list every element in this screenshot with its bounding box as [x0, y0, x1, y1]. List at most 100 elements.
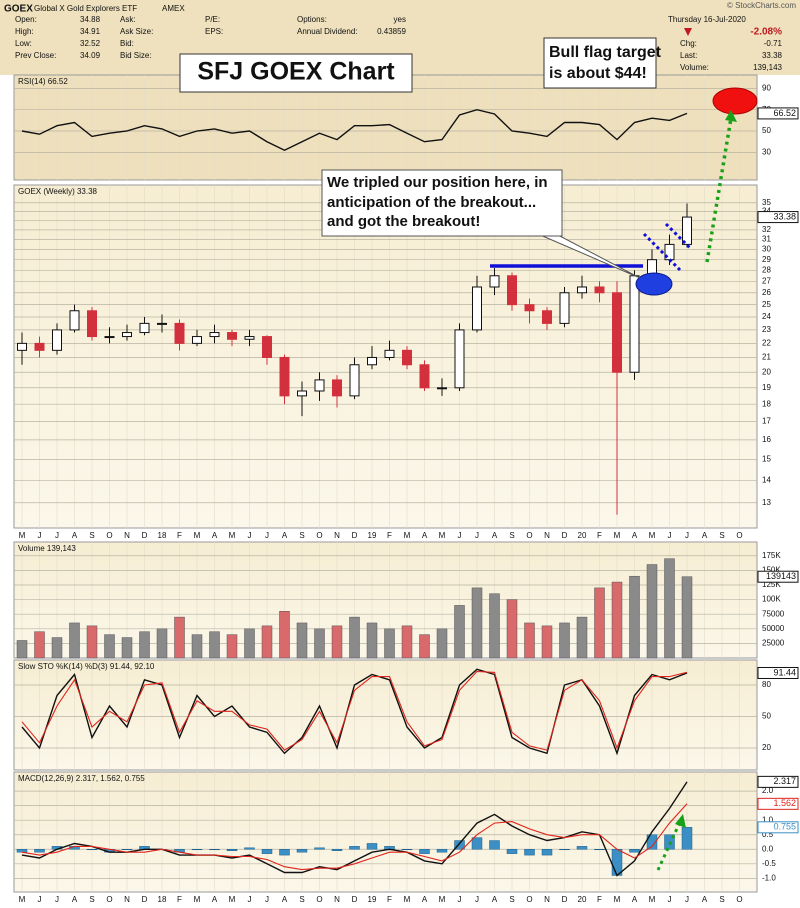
last-value-tag-box: [757, 666, 799, 679]
y-tick-label: 25: [762, 300, 771, 309]
x-tick-label: J: [475, 895, 479, 904]
field-value: 32.52: [80, 39, 101, 48]
x-tick-label: D: [562, 895, 568, 904]
x-tick-label: A: [422, 895, 428, 904]
candle-body: [489, 275, 500, 288]
field-label: P/E:: [205, 15, 220, 24]
candle-body: [157, 322, 167, 325]
target-text: Bull flag target: [549, 44, 662, 61]
x-tick-label: S: [719, 895, 724, 904]
panel-title: GOEX (Weekly) 33.38: [18, 187, 98, 196]
panel-title: Slow STO %K(14) %D(3) 91.44, 92.10: [18, 662, 155, 671]
field-label: Annual Dividend:: [297, 27, 357, 36]
y-tick-label: 19: [762, 383, 771, 392]
candle-body: [419, 364, 430, 389]
x-tick-label: J: [458, 895, 462, 904]
field-label: Chg:: [680, 39, 697, 48]
x-tick-label: 20: [578, 895, 587, 904]
field-label: EPS:: [205, 27, 223, 36]
x-tick-label: 20: [578, 531, 587, 540]
volume-bar: [366, 622, 378, 659]
x-tick-label: A: [212, 895, 218, 904]
volume-bar: [664, 558, 675, 659]
x-tick-label: M: [404, 895, 411, 904]
volume-bar: [524, 622, 535, 659]
volume-bar: [646, 564, 658, 659]
volume-bar: [401, 625, 413, 659]
candle-body: [52, 329, 62, 351]
x-tick-label: J: [55, 531, 59, 540]
volume-bar: [16, 640, 28, 659]
x-tick-label: D: [352, 531, 358, 540]
grid-layer: 3050709013141516171819202122232425262728…: [14, 75, 785, 904]
y-tick-label: 31: [762, 235, 771, 244]
candle-body: [104, 336, 115, 339]
candle-body: [314, 379, 325, 392]
histogram-bar: [86, 849, 98, 851]
candle-body: [122, 332, 132, 338]
histogram-bar: [541, 849, 553, 856]
volume-bar: [611, 581, 623, 659]
callout-text: We tripled our position here, in: [327, 174, 548, 191]
volume-bar: [156, 628, 168, 659]
volume-bar: [69, 622, 80, 659]
down-arrow: [684, 28, 692, 36]
x-tick-label: A: [282, 895, 288, 904]
panel-title: RSI(14) 66.52: [18, 77, 68, 86]
x-tick-label: J: [458, 531, 462, 540]
y-tick-label: 32: [762, 225, 771, 234]
field-value: 139,143: [753, 63, 782, 72]
x-tick-label: N: [544, 895, 550, 904]
y-tick-label: 0.0: [762, 844, 774, 853]
candle-body: [209, 332, 220, 338]
candle-body: [174, 322, 185, 344]
candle-body: [472, 286, 482, 331]
x-tick-label: M: [614, 531, 621, 540]
histogram-bar: [629, 849, 640, 853]
volume-bar: [349, 616, 360, 659]
y-tick-label: 175K: [762, 551, 781, 560]
last-value-tag-box: [757, 821, 799, 834]
x-tick-label: N: [544, 531, 550, 540]
y-tick-label: -0.5: [762, 859, 776, 868]
title-box: [179, 53, 413, 93]
y-tick-label: 50: [762, 126, 771, 135]
volume-bar: [454, 605, 465, 659]
candle-body: [34, 342, 45, 351]
x-tick-label: A: [72, 895, 78, 904]
x-tick-label: M: [439, 895, 446, 904]
candle-body: [507, 275, 517, 306]
histogram-bar: [436, 849, 448, 853]
y-tick-label: 2.0: [762, 786, 774, 795]
histogram-bar: [279, 849, 290, 856]
volume-bar: [86, 625, 98, 659]
candle-body: [542, 310, 552, 324]
macd-arrow: [656, 821, 682, 871]
callout-text: anticipation of the breakout...: [327, 194, 536, 211]
candle-body: [454, 329, 465, 389]
histogram-bar: [681, 827, 693, 850]
candle-body: [262, 336, 272, 358]
field-value: 33.38: [762, 51, 783, 60]
volume-bar: [209, 631, 220, 659]
last-value-tag: 91.44: [773, 667, 796, 677]
y-tick-label: 17: [762, 417, 771, 426]
x-tick-label: O: [736, 531, 742, 540]
x-tick-label: N: [334, 895, 340, 904]
symbol: GOEX: [4, 4, 33, 15]
volume-bar: [471, 587, 483, 659]
x-tick-label: O: [316, 531, 322, 540]
x-tick-label: J: [248, 531, 252, 540]
indicator-line: [21, 108, 688, 151]
candle-body: [559, 292, 570, 324]
candle-body: [297, 390, 307, 397]
volume-bar: [191, 634, 203, 659]
x-tick-label: N: [334, 531, 340, 540]
x-tick-label: A: [492, 531, 498, 540]
marks-layer: RSI(14) 66.52 66.52 GOEX (Weekly) 33.38 33.…: [16, 77, 799, 877]
x-tick-label: A: [72, 531, 78, 540]
y-tick-label: 13: [762, 498, 771, 507]
histogram-bar: [314, 847, 325, 850]
target-text: is about $44!: [549, 65, 647, 82]
histogram-bar: [121, 849, 133, 851]
